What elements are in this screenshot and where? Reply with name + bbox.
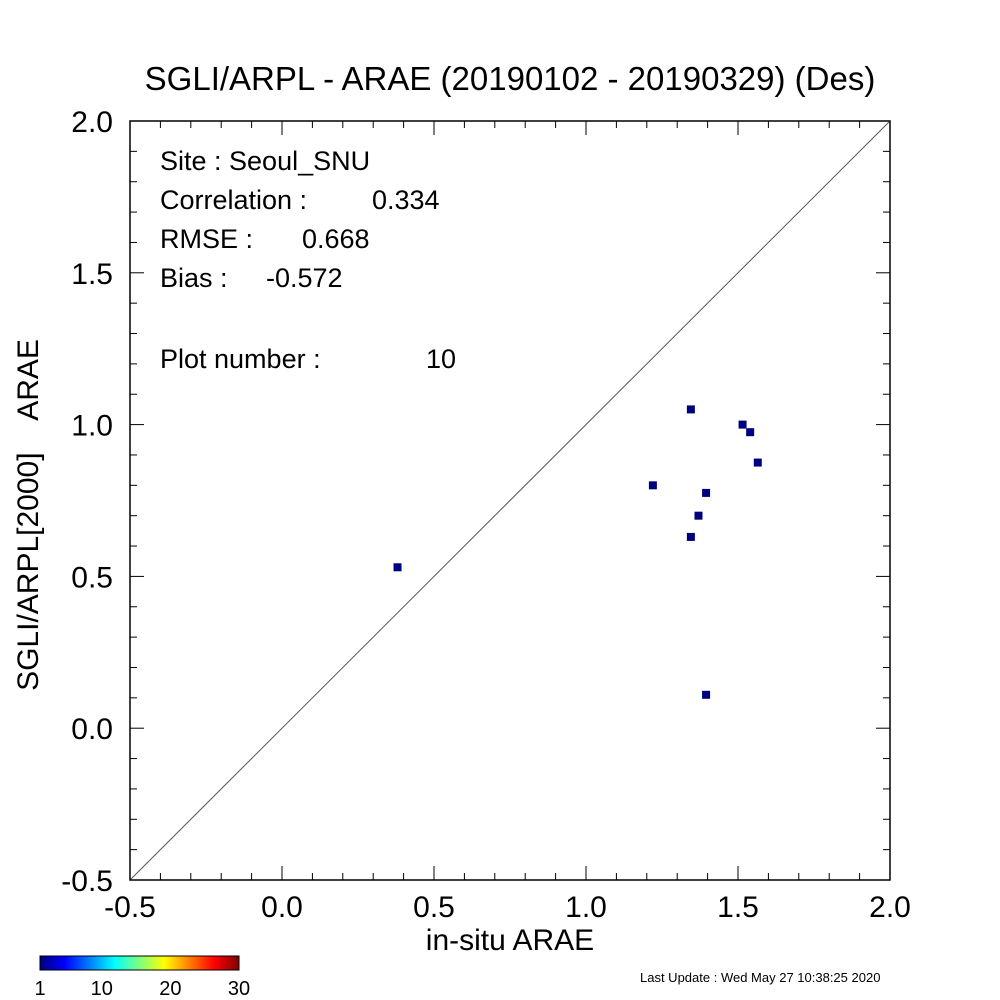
rmse-label: RMSE :	[160, 224, 253, 254]
data-point	[702, 690, 711, 699]
chart-title: SGLI/ARPL - ARAE (20190102 - 20190329) (…	[145, 60, 876, 97]
rmse-value: 0.668	[302, 224, 370, 254]
data-point	[694, 511, 703, 520]
data-points	[393, 405, 762, 699]
x-axis-label: in-situ ARAE	[426, 924, 594, 957]
correlation-value: 0.334	[372, 185, 440, 215]
data-point	[686, 532, 695, 541]
data-point	[746, 428, 755, 437]
plot-frame	[129, 120, 891, 881]
correlation-label: Correlation :	[160, 185, 307, 215]
colorbar	[39, 955, 240, 971]
x-tick-label: 2.0	[869, 891, 911, 924]
colorbar-tick-label: 10	[91, 978, 113, 1000]
x-tick-label: -0.5	[104, 891, 156, 924]
colorbar-tick-label: 1	[34, 978, 45, 1000]
data-point	[702, 488, 711, 497]
data-point	[686, 405, 695, 414]
stats-box: Site : Seoul_SNU Correlation : 0.334 RMS…	[160, 146, 456, 374]
colorbar-tick-labels: 1 10 20 30	[34, 978, 250, 1000]
axis-ticks	[129, 120, 891, 881]
x-tick-label: 0.0	[261, 891, 303, 924]
last-update-text: Last Update : Wed May 27 10:38:25 2020	[640, 970, 881, 985]
y-tick-label: 0.5	[71, 561, 113, 594]
x-tick-label: 1.5	[717, 891, 759, 924]
data-point	[738, 420, 747, 429]
x-tick-label: 0.5	[413, 891, 455, 924]
y-tick-labels: -0.5 0.0 0.5 1.0 1.5 2.0	[61, 106, 113, 898]
one-to-one-line	[129, 120, 891, 881]
y-tick-label: 1.5	[71, 258, 113, 291]
colorbar-tick-label: 20	[159, 978, 181, 1000]
data-point	[393, 563, 402, 572]
y-tick-label: 2.0	[71, 106, 113, 139]
y-axis-label: SGLI/ARPL[2000] ARAE	[12, 339, 45, 691]
x-tick-label: 1.0	[565, 891, 607, 924]
data-point	[753, 458, 762, 467]
x-tick-labels: -0.5 0.0 0.5 1.0 1.5 2.0	[104, 891, 911, 924]
colorbar-tick-label: 30	[228, 978, 250, 1000]
plot-number-label: Plot number :	[160, 344, 321, 374]
bias-label: Bias :	[160, 263, 228, 293]
y-tick-label: 0.0	[71, 713, 113, 746]
y-tick-label: -0.5	[61, 865, 113, 898]
bias-value: -0.572	[266, 263, 343, 293]
plot-number-value: 10	[426, 344, 456, 374]
data-point	[648, 481, 657, 490]
y-tick-label: 1.0	[71, 410, 113, 443]
site-label: Site : Seoul_SNU	[160, 146, 370, 176]
